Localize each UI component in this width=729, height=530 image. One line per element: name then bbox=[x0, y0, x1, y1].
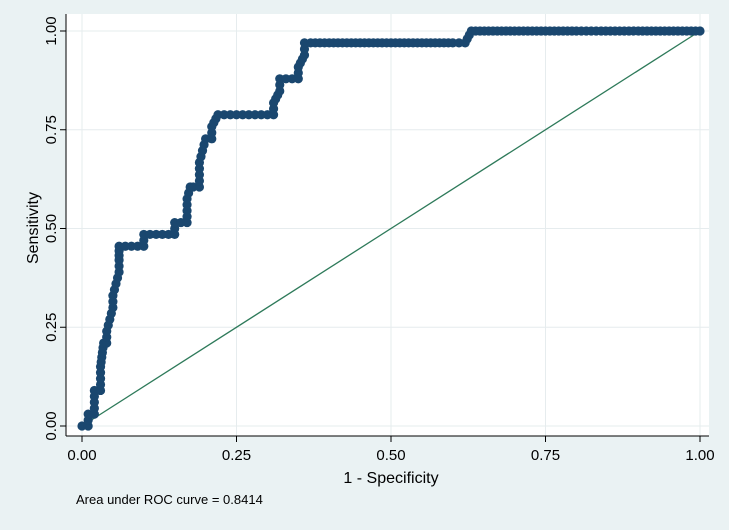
reference-diagonal bbox=[81, 30, 701, 427]
roc-point bbox=[695, 26, 705, 36]
y-tick-label: 0.25 bbox=[43, 313, 60, 342]
y-axis-label: Sensitivity bbox=[25, 192, 42, 264]
plot-area bbox=[66, 14, 709, 436]
x-tick-label: 1.00 bbox=[685, 447, 714, 464]
y-tick-label: 0.50 bbox=[43, 214, 60, 243]
y-tick-labels: 0.00 0.25 0.50 0.75 1.00 bbox=[43, 16, 60, 440]
reference-line bbox=[81, 30, 701, 427]
y-tick-label: 0.75 bbox=[43, 115, 60, 144]
x-tick-label: 0.25 bbox=[222, 447, 251, 464]
x-tick-label: 0.50 bbox=[376, 447, 405, 464]
x-tick-labels: 0.00 0.25 0.50 0.75 1.00 bbox=[67, 447, 714, 464]
axes bbox=[60, 14, 709, 442]
y-tick-label: 0.00 bbox=[43, 411, 60, 440]
x-tick-label: 0.75 bbox=[531, 447, 560, 464]
x-axis-label: 1 - Specificity bbox=[343, 470, 438, 487]
y-tick-label: 1.00 bbox=[43, 16, 60, 45]
auc-note: Area under ROC curve = 0.8414 bbox=[76, 492, 263, 507]
roc-markers bbox=[77, 26, 705, 431]
x-tick-label: 0.00 bbox=[67, 447, 96, 464]
